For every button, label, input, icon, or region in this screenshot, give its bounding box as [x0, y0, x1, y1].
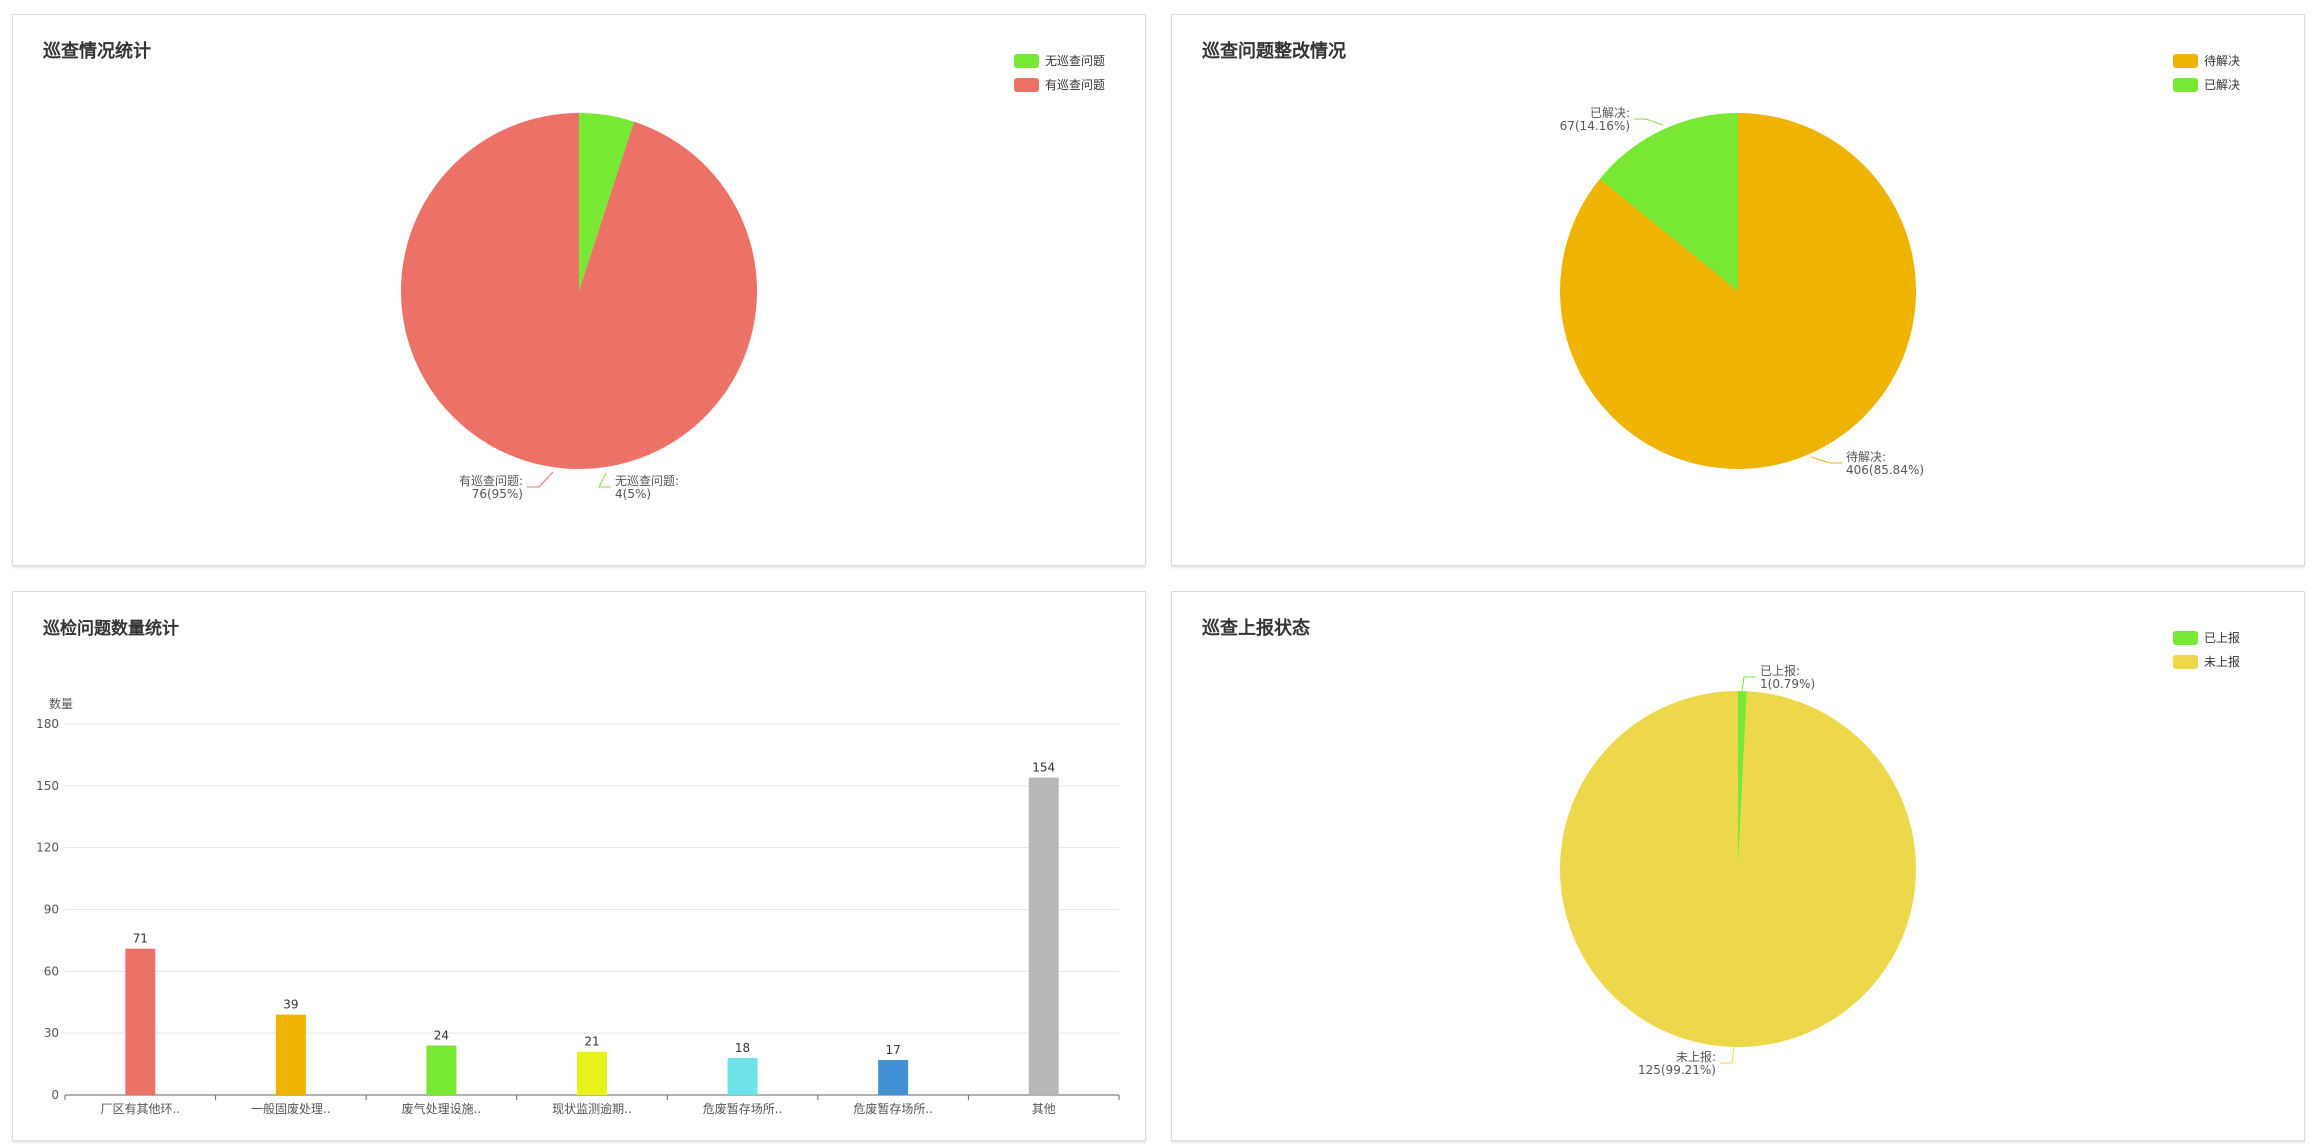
pie-label-value-0: 406(85.84%) — [1846, 463, 1924, 477]
bar-value-label-0: 71 — [133, 932, 148, 946]
y-tick-label-4: 120 — [36, 841, 59, 855]
bar-4 — [727, 1057, 758, 1095]
x-tick-label-3: 现状监测逾期.. — [552, 1101, 632, 1116]
bar-5 — [878, 1059, 909, 1095]
chart-panel-report-status: 巡查上报状态 已上报: 1(0.79%) 未上报: 125(99.21%) 已上报未上报 — [1171, 591, 2305, 1141]
legend-label-0: 已上报 — [2204, 630, 2240, 645]
pie-label-name-1: 未上报: — [1676, 1049, 1716, 1064]
leader-line-1 — [527, 471, 554, 488]
pie-label-value-1: 125(99.21%) — [1638, 1063, 1716, 1077]
y-tick-label-0: 0 — [51, 1088, 59, 1102]
bar-0 — [125, 948, 156, 1095]
bar-value-label-3: 21 — [584, 1035, 599, 1049]
x-tick-label-2: 废气处理设施.. — [402, 1101, 482, 1116]
legend-label-0: 无巡查问题 — [1045, 54, 1105, 68]
pie-label-name-0: 待解决: — [1846, 450, 1886, 464]
pie-label-value-0: 1(0.79%) — [1760, 677, 1815, 691]
leader-line-0 — [1810, 456, 1842, 464]
leader-line-1 — [1720, 1046, 1735, 1064]
pie-label-name-1: 有巡查问题: — [459, 474, 523, 488]
y-tick-label-2: 60 — [44, 964, 59, 978]
bar-chart: 数量 0 30 60 90 120 150 180 71 厂区有其他环.. 39 一般固废处理.. 24… — [36, 696, 1120, 1116]
legend-swatch-0 — [2173, 54, 2198, 68]
pie-slice-0 — [579, 113, 635, 291]
legend-label-1: 未上报 — [2204, 654, 2240, 669]
bar-6 — [1028, 777, 1059, 1095]
pie-slice-1 — [1559, 691, 1916, 1047]
legend-swatch-1 — [2173, 655, 2198, 669]
legend-swatch-1 — [2173, 78, 2198, 92]
chart-panel-inspection-stats: 巡查情况统计 无巡查问题: 4(5%) 有巡查问题: 76(95%) 无巡查问题有巡查问… — [12, 14, 1146, 566]
pie-label-value-0: 4(5%) — [615, 487, 651, 501]
y-tick-label-3: 90 — [44, 903, 59, 917]
pie-slice-1 — [401, 113, 757, 470]
bar-value-label-5: 17 — [886, 1043, 901, 1057]
leader-line-1 — [1634, 118, 1664, 126]
legend-label-0: 待解决 — [2204, 54, 2240, 68]
legend-label-1: 有巡查问题 — [1045, 78, 1105, 92]
bar-3 — [577, 1051, 607, 1095]
bar-value-label-6: 154 — [1032, 761, 1055, 775]
pie-label-value-1: 76(95%) — [472, 487, 523, 501]
pie-label-value-1: 67(14.16%) — [1560, 119, 1630, 133]
bar-value-label-1: 39 — [283, 998, 298, 1012]
y-tick-label-5: 150 — [36, 779, 59, 793]
legend-swatch-1 — [1014, 78, 1039, 92]
y-axis-label: 数量 — [49, 696, 73, 711]
leader-line-0 — [598, 472, 611, 488]
x-tick-label-4: 危废暂存场所.. — [703, 1101, 783, 1116]
x-tick-label-1: 一般固废处理.. — [251, 1101, 331, 1116]
chart-title: 巡查上报状态 — [1202, 618, 1310, 639]
x-tick-label-6: 其他 — [1032, 1102, 1056, 1116]
pie-slice-0 — [1738, 691, 1747, 869]
pie-label-name-0: 无巡查问题: — [615, 474, 679, 488]
legend-label-1: 已解决 — [2204, 78, 2240, 92]
y-tick-label-1: 30 — [44, 1026, 59, 1040]
bar-1 — [275, 1014, 306, 1095]
chart-panel-issue-count: 巡检问题数量统计 数量 0 30 60 90 120 150 180 71 厂区有其他环.. 39 一… — [12, 591, 1146, 1141]
chart-title: 巡查情况统计 — [43, 41, 151, 62]
legend-swatch-0 — [1014, 54, 1039, 68]
chart-title: 巡检问题数量统计 — [43, 619, 179, 639]
pie-slice-1 — [1599, 113, 1738, 291]
legend-swatch-0 — [2173, 631, 2198, 645]
pie-label-name-1: 已解决: — [1590, 106, 1630, 120]
leader-line-0 — [1741, 676, 1756, 692]
bar-value-label-2: 24 — [434, 1029, 449, 1043]
chart-title: 巡查问题整改情况 — [1202, 41, 1346, 62]
y-tick-label-6: 180 — [36, 717, 59, 731]
x-tick-label-0: 厂区有其他环.. — [100, 1102, 180, 1116]
bar-2 — [426, 1045, 457, 1095]
x-tick-label-5: 危废暂存场所.. — [853, 1101, 933, 1116]
bar-value-label-4: 18 — [735, 1041, 750, 1055]
chart-panel-rectification: 巡查问题整改情况 待解决: 406(85.84%) 已解决: 67(14.16%) 待解… — [1171, 14, 2305, 566]
pie-label-name-0: 已上报: — [1760, 663, 1800, 678]
